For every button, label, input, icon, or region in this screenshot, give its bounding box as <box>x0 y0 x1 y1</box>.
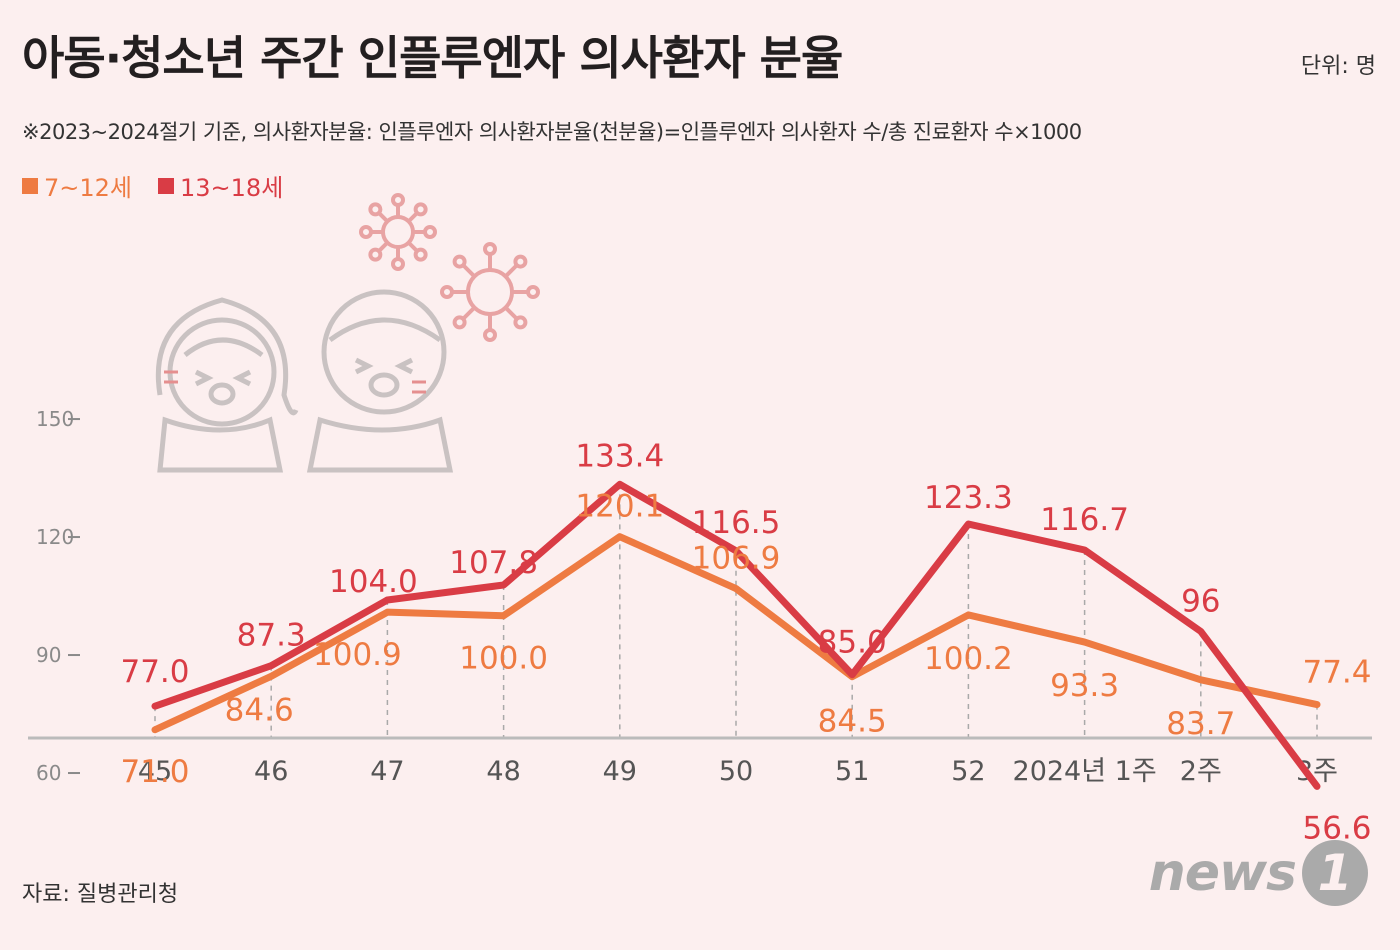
data-label: 106.9 <box>692 541 781 577</box>
x-tick-label: 2주 <box>1180 756 1222 787</box>
x-tick-label: 49 <box>603 756 637 787</box>
x-axis: 45 46 47 48 49 50 51 52 2024년 1주 2주 3주 <box>138 756 1338 787</box>
y-tick-label: 150 <box>36 407 74 431</box>
data-point <box>385 598 389 602</box>
data-label: 85.0 <box>818 625 887 661</box>
x-tick-label: 46 <box>254 756 288 787</box>
x-tick-label: 45 <box>138 756 172 787</box>
data-label: 100.2 <box>924 641 1013 677</box>
data-label: 96 <box>1181 583 1220 619</box>
data-point <box>502 583 506 587</box>
x-tick-label: 2024년 1주 <box>1013 756 1157 787</box>
x-tick-label: 52 <box>951 756 985 787</box>
series-lines <box>151 480 1321 790</box>
data-label: 100.0 <box>459 641 548 677</box>
data-label: 104.0 <box>329 564 418 600</box>
x-tick-label: 50 <box>719 756 753 787</box>
data-label: 83.7 <box>1166 706 1235 742</box>
data-point <box>269 664 273 668</box>
x-tick-label: 47 <box>370 756 404 787</box>
data-point <box>502 614 506 618</box>
news1-logo: news 1 <box>1149 840 1368 906</box>
data-label: 77.0 <box>120 654 189 690</box>
data-point <box>618 535 622 539</box>
x-tick-label: 51 <box>835 756 869 787</box>
data-label: 120.1 <box>575 489 664 525</box>
data-label: 116.5 <box>692 505 781 541</box>
data-point <box>850 673 854 677</box>
data-labels: 71.0 84.6 100.9 100.0 120.1 106.9 84.5 100.2 93.… <box>120 438 1371 846</box>
data-point <box>153 704 157 708</box>
data-point <box>153 728 157 732</box>
legend-item-7-12: 7~12세 <box>22 168 132 203</box>
data-point <box>1199 678 1203 682</box>
legend: 7~12세 13~18세 <box>22 168 283 203</box>
data-label: 77.4 <box>1302 655 1371 691</box>
x-tick-label: 48 <box>486 756 520 787</box>
y-axis: 60 90 120 150 <box>36 407 80 785</box>
data-label: 133.4 <box>575 438 664 474</box>
data-point <box>1315 784 1319 788</box>
child-girl-icon <box>155 297 299 473</box>
source-label: 자료: 질병관리청 <box>22 882 179 907</box>
child-boy-icon <box>306 289 454 473</box>
y-tick-label: 90 <box>36 643 61 667</box>
blush-marks <box>164 370 426 394</box>
data-point <box>385 610 389 614</box>
data-label: 84.5 <box>818 704 887 740</box>
data-label: 93.3 <box>1050 668 1119 704</box>
chart-note: ※2023~2024절기 기준, 의사환자분율: 인플루엔자 의사환자분율(천분… <box>22 120 1082 144</box>
data-point <box>618 482 622 486</box>
logo-badge: 1 <box>1302 840 1368 906</box>
virus-icon <box>440 242 540 342</box>
data-label: 100.9 <box>313 637 402 673</box>
y-tick-label: 60 <box>36 761 61 785</box>
legend-label-7-12: 7~12세 <box>44 174 132 202</box>
data-point <box>269 674 273 678</box>
data-point <box>1083 640 1087 644</box>
data-label: 107.8 <box>449 545 538 581</box>
virus-icon <box>359 193 437 271</box>
data-point <box>1083 548 1087 552</box>
data-label: 71.0 <box>120 754 189 790</box>
chart-title: 아동·청소년 주간 인플루엔자 의사환자 분율 <box>22 31 843 85</box>
data-label: 123.3 <box>924 480 1013 516</box>
data-label: 84.6 <box>225 692 294 728</box>
data-point <box>734 549 738 553</box>
y-tick-label: 120 <box>36 525 74 549</box>
logo-text: news <box>1148 843 1297 903</box>
legend-item-13-18: 13~18세 <box>158 168 283 203</box>
data-label: 87.3 <box>237 618 306 654</box>
data-point <box>966 522 970 526</box>
data-point <box>734 587 738 591</box>
legend-label-13-18: 13~18세 <box>180 174 284 202</box>
data-point <box>1315 703 1319 707</box>
unit-label: 단위: 명 <box>1300 54 1376 79</box>
data-label: 116.7 <box>1040 502 1129 538</box>
legend-swatch-7-12 <box>22 177 38 194</box>
data-point <box>966 613 970 617</box>
data-point <box>1199 629 1203 633</box>
legend-swatch-13-18 <box>158 177 174 194</box>
